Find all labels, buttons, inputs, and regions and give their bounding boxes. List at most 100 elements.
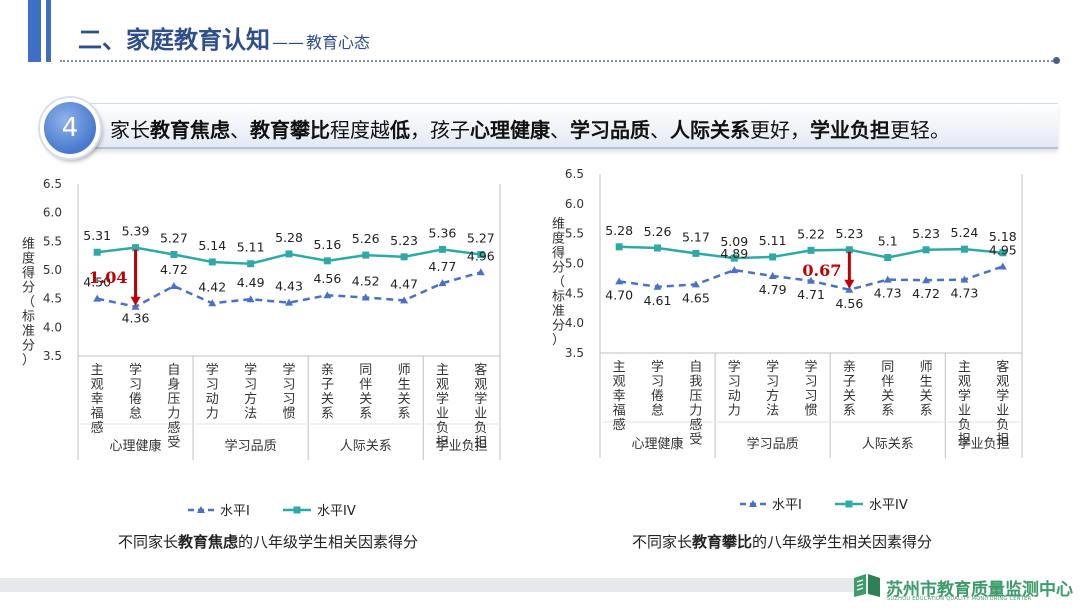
- finding-text-segment: 学习品质: [570, 118, 650, 142]
- legend-marker-level-1: [749, 500, 757, 507]
- legend-marker-level-1: [197, 506, 205, 513]
- y-tick-label: 6.0: [43, 206, 62, 220]
- data-point-level-1: [476, 268, 485, 276]
- data-label-level-4: 5.23: [390, 233, 418, 248]
- data-point-level-4: [362, 251, 370, 259]
- data-label-level-4: 5.27: [160, 231, 188, 246]
- category-group-label: 人际关系: [340, 439, 392, 454]
- data-label-level-4: 5.1: [878, 234, 898, 249]
- data-label-level-4: 5.09: [720, 234, 748, 249]
- category-tick-label: 师生关系: [398, 363, 411, 422]
- data-label-level-1: 4.89: [720, 246, 748, 261]
- legend-label-level-1: 水平I: [220, 504, 250, 519]
- legend-label-level-4: 水平IV: [869, 498, 908, 513]
- finding-text: 家长教育焦虑、教育攀比程度越低，孩子心理健康、学习品质、人际关系更好，学业负担更…: [110, 114, 950, 143]
- data-label-level-4: 5.26: [352, 231, 380, 246]
- data-point-level-1: [845, 285, 854, 293]
- data-point-level-4: [323, 257, 331, 265]
- gap-arrow-head: [844, 279, 855, 289]
- comparison-line-chart: 3.5 4.0 4.5 5.0 5.5 6.0 6.5 维度得分（标准分） 心理健康 学习品质 人际…: [552, 167, 1023, 513]
- data-label-level-1: 4.36: [122, 311, 150, 326]
- data-point-level-1: [400, 296, 409, 304]
- finding-text-segment: 教育攀比: [250, 118, 330, 142]
- data-label-level-4: 5.17: [682, 229, 710, 244]
- category-group-label: 人际关系: [862, 437, 914, 452]
- data-point-level-1: [730, 266, 739, 274]
- data-point-level-4: [999, 249, 1007, 257]
- category-group-label: 学业负担: [436, 438, 488, 454]
- category-group-label: 心理健康: [110, 438, 162, 454]
- finding-text-segment: 学业负担: [810, 118, 890, 142]
- data-point-level-1: [131, 302, 140, 310]
- y-tick-label: 6.0: [565, 197, 584, 211]
- data-point-level-1: [960, 275, 969, 283]
- y-tick-label: 3.5: [565, 346, 584, 360]
- data-point-level-1: [93, 294, 102, 302]
- category-tick-label: 自我压力感受: [689, 360, 702, 448]
- data-point-level-1: [653, 282, 662, 290]
- finding-text-segment: 低: [390, 118, 410, 142]
- data-point-level-4: [922, 246, 930, 254]
- anxiety-line-chart: 3.5 4.0 4.5 5.0 5.5 6.0 6.5 维度得分（标准分） 心理健康 学习品质 人际…: [22, 177, 501, 519]
- finding-banner: 家长教育焦虑、教育攀比程度越低，孩子心理健康、学习品质、人际关系更好，学业负担更…: [64, 103, 1058, 149]
- data-label-level-1: 4.71: [797, 287, 825, 302]
- data-point-level-4: [208, 258, 216, 266]
- data-point-level-4: [692, 249, 700, 257]
- data-point-level-1: [438, 279, 447, 287]
- y-tick-label: 5.5: [565, 227, 584, 241]
- data-point-level-4: [615, 243, 623, 251]
- finding-text-segment: 、: [230, 118, 250, 142]
- y-tick-label: 4.0: [565, 316, 584, 330]
- chart-caption-comparison: 不同家长教育攀比的八年级学生相关因素得分: [632, 533, 933, 551]
- finding-text-segment: 更好，: [750, 118, 810, 142]
- category-group-label: 学习品质: [225, 438, 277, 454]
- category-tick-label: 学习动力: [206, 362, 219, 422]
- gap-annotation-value: 0.67: [802, 261, 841, 280]
- data-label-level-4: 5.22: [797, 226, 825, 241]
- data-label-level-1: 4.42: [198, 279, 226, 294]
- category-tick-label: 主观学业负担: [436, 363, 449, 451]
- category-tick-label: 学习习惯: [282, 362, 295, 422]
- data-label-level-4: 5.14: [198, 238, 226, 253]
- category-tick-label: 师生关系: [920, 360, 933, 419]
- data-point-level-1: [768, 272, 777, 280]
- finding-text-segment: 更轻。: [890, 118, 950, 142]
- finding-text-segment: 心理健康: [470, 118, 550, 142]
- data-point-level-4: [730, 254, 738, 262]
- y-tick-label: 5.5: [43, 234, 62, 248]
- y-tick-label: 4.0: [43, 320, 62, 334]
- data-label-level-1: 4.73: [874, 286, 902, 301]
- data-label-level-1: 4.65: [682, 290, 710, 305]
- data-label-level-1: 4.47: [390, 276, 418, 291]
- data-label-level-1: 4.72: [160, 262, 188, 277]
- category-tick-label: 学习方法: [244, 362, 257, 422]
- gap-arrow-head: [130, 296, 141, 306]
- data-label-level-1: 4.61: [644, 293, 672, 308]
- data-label-level-1: 4.43: [275, 279, 303, 294]
- data-point-level-1: [208, 299, 217, 307]
- legend-marker-level-4: [293, 506, 301, 514]
- data-point-level-4: [438, 245, 446, 253]
- category-tick-label: 自身压力感受: [167, 363, 180, 451]
- data-point-level-1: [998, 262, 1007, 270]
- data-point-level-4: [132, 244, 140, 252]
- data-label-level-1: 4.79: [759, 282, 787, 297]
- category-tick-label: 亲子关系: [321, 363, 334, 422]
- finding-text-segment: 程度越: [330, 118, 390, 142]
- data-label-level-4: 5.18: [989, 229, 1017, 244]
- category-tick-label: 主观学业负担: [958, 360, 971, 448]
- data-label-level-4: 5.11: [237, 240, 265, 255]
- data-label-level-1: 4.50: [83, 275, 111, 290]
- y-tick-label: 5.0: [43, 263, 62, 277]
- book-logo-icon: [854, 574, 880, 597]
- data-point-level-4: [247, 260, 255, 268]
- data-label-level-4: 5.28: [275, 230, 303, 245]
- footer-strip: [0, 578, 880, 592]
- data-point-level-4: [93, 248, 101, 256]
- data-point-level-4: [170, 251, 178, 259]
- data-label-level-4: 5.36: [429, 225, 457, 240]
- category-tick-label: 同伴关系: [881, 360, 894, 419]
- data-label-level-4: 5.26: [644, 224, 672, 239]
- data-point-level-1: [883, 275, 892, 283]
- data-label-level-1: 4.96: [467, 248, 495, 263]
